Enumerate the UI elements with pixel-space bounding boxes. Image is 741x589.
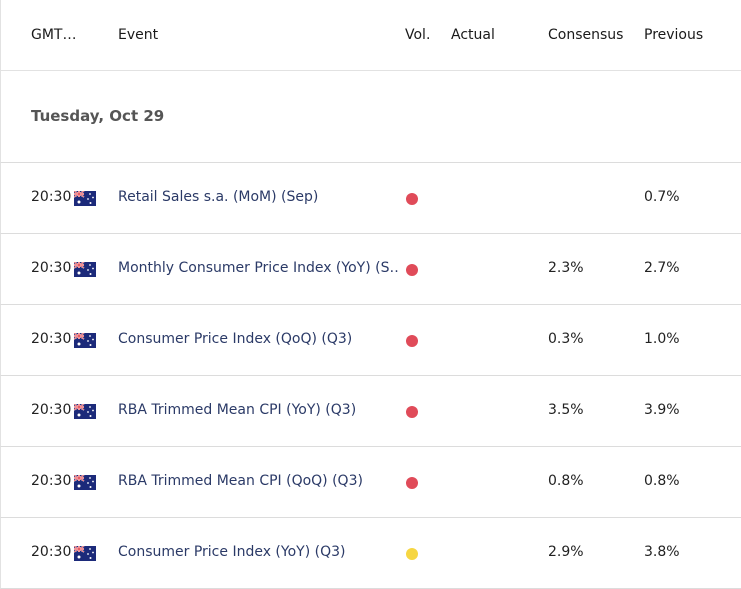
- event-time: 20:30: [31, 331, 72, 347]
- column-header-previous: Previous: [644, 27, 704, 43]
- volatility-dot-icon: [406, 335, 418, 347]
- day-group-header: Tuesday, Oct 29: [0, 71, 741, 163]
- previous-value: 3.9%: [644, 402, 680, 418]
- australia-flag-icon: [74, 191, 96, 206]
- volatility-dot-icon: [406, 264, 418, 276]
- column-header-event: Event: [118, 27, 159, 43]
- previous-value: 0.7%: [644, 189, 680, 205]
- australia-flag-icon: [74, 475, 96, 490]
- volatility-dot-icon: [406, 548, 418, 560]
- day-label: Tuesday, Oct 29: [31, 107, 165, 125]
- event-time: 20:30: [31, 473, 72, 489]
- event-name[interactable]: Monthly Consumer Price Index (YoY) (S…: [118, 260, 400, 276]
- previous-value: 3.8%: [644, 544, 680, 560]
- previous-value: 2.7%: [644, 260, 680, 276]
- column-header-actual: Actual: [451, 27, 495, 43]
- volatility-dot-icon: [406, 406, 418, 418]
- event-row[interactable]: 20:30 Consumer Price Index (QoQ) (Q3) 0.…: [0, 305, 741, 376]
- event-row[interactable]: 20:30 RBA Trimmed Mean CPI (QoQ) (Q3) 0.…: [0, 447, 741, 518]
- consensus-value: 2.3%: [548, 260, 584, 276]
- consensus-value: 3.5%: [548, 402, 584, 418]
- column-header-vol: Vol.: [405, 27, 431, 43]
- previous-value: 1.0%: [644, 331, 680, 347]
- event-name[interactable]: Consumer Price Index (YoY) (Q3): [118, 544, 346, 560]
- event-time: 20:30: [31, 544, 72, 560]
- event-row[interactable]: 20:30 Consumer Price Index (YoY) (Q3) 2.…: [0, 518, 741, 589]
- previous-value: 0.8%: [644, 473, 680, 489]
- consensus-value: 0.3%: [548, 331, 584, 347]
- event-row[interactable]: 20:30 Monthly Consumer Price Index (YoY)…: [0, 234, 741, 305]
- consensus-value: 2.9%: [548, 544, 584, 560]
- australia-flag-icon: [74, 546, 96, 561]
- australia-flag-icon: [74, 404, 96, 419]
- australia-flag-icon: [74, 333, 96, 348]
- event-name[interactable]: RBA Trimmed Mean CPI (QoQ) (Q3): [118, 473, 363, 489]
- event-time: 20:30: [31, 189, 72, 205]
- consensus-value: 0.8%: [548, 473, 584, 489]
- table-header: GMT… Event Vol. Actual Consensus Previou…: [0, 0, 741, 71]
- event-time: 20:30: [31, 402, 72, 418]
- column-header-gmt[interactable]: GMT…: [31, 27, 77, 43]
- volatility-dot-icon: [406, 193, 418, 205]
- volatility-dot-icon: [406, 477, 418, 489]
- event-row[interactable]: 20:30 Retail Sales s.a. (MoM) (Sep) 0.7%: [0, 163, 741, 234]
- event-name[interactable]: Consumer Price Index (QoQ) (Q3): [118, 331, 353, 347]
- event-name[interactable]: Retail Sales s.a. (MoM) (Sep): [118, 189, 319, 205]
- australia-flag-icon: [74, 262, 96, 277]
- column-header-consensus: Consensus: [548, 27, 624, 43]
- event-time: 20:30: [31, 260, 72, 276]
- event-row[interactable]: 20:30 RBA Trimmed Mean CPI (YoY) (Q3) 3.…: [0, 376, 741, 447]
- event-name[interactable]: RBA Trimmed Mean CPI (YoY) (Q3): [118, 402, 357, 418]
